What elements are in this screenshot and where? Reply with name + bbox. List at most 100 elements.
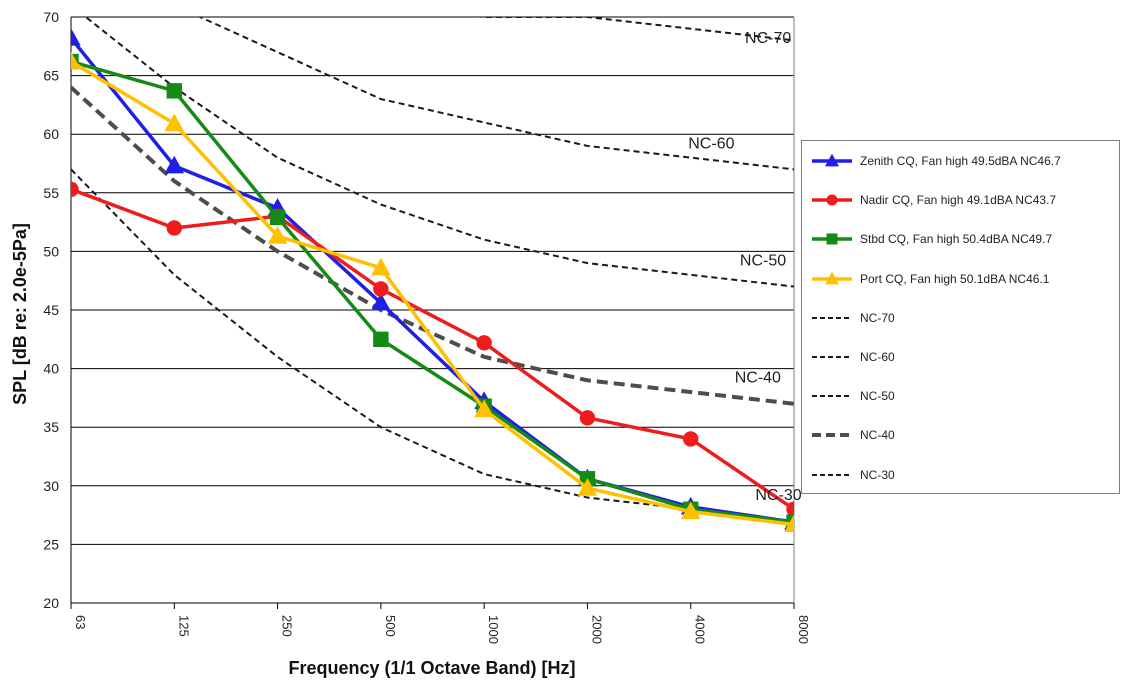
data-point [373,281,389,297]
legend-item: NC-50 [810,386,895,406]
data-point [826,194,838,206]
x-tick-label: 1000 [486,615,501,644]
x-axis-label: Frequency (1/1 Octave Band) [Hz] [288,658,575,678]
data-point [71,51,81,70]
series-nc-60 [197,17,794,171]
data-point [577,478,598,496]
nc-curve-label: NC-60 [688,135,734,152]
legend-item: Nadir CQ, Fan high 49.1dBA NC43.7 [810,190,1056,210]
annotations: NC-70 NC-60 NC-50 NC-40 NC-30 [688,30,801,504]
legend-swatch [812,395,852,398]
legend-label: Stbd CQ, Fan high 50.4dBA NC49.7 [860,232,1053,247]
data-point [373,331,389,347]
legend-swatch [812,271,852,284]
y-tick-label: 25 [43,536,59,552]
series-stbd-cq-fan-high-50-4dba-nc49-7 [71,53,794,530]
series-line [71,59,794,524]
data-point [680,501,701,520]
legend-item: NC-70 [810,308,895,328]
x-tick-label: 2000 [589,615,604,644]
y-tick-label: 65 [43,68,59,84]
legend-item: NC-60 [810,347,895,367]
legend-label: NC-30 [860,467,895,482]
series-nc-40 [71,85,794,406]
y-tick-label: 70 [43,9,59,25]
data-point [825,153,839,167]
y-tick-label: 50 [43,243,59,259]
data-point [164,155,185,174]
legend: Zenith CQ, Fan high 49.5dBA NC46.7 Nadir … [801,140,1120,494]
legend-label: Zenith CQ, Fan high 49.5dBA NC46.7 [860,154,1061,168]
legend-label: NC-40 [860,428,895,443]
legend-swatch [812,153,852,167]
y-tick-label: 35 [43,419,59,435]
series-line [84,17,794,288]
nc-curve-label: NC-30 [755,487,801,504]
data-point [164,113,185,132]
x-tick-label: 8000 [796,615,811,644]
legend-item: Zenith CQ, Fan high 49.5dBA NC46.7 [810,151,1061,171]
data-point [786,501,794,517]
legend-swatch [812,356,852,358]
data-point [166,220,182,236]
series-nc-50 [84,17,794,288]
data-point [474,399,494,418]
legend-item: Stbd CQ, Fan high 50.4dBA NC49.7 [810,229,1052,249]
x-tick-label: 500 [383,615,398,637]
series-line [71,36,794,524]
y-tick-label: 60 [43,126,59,142]
series-zenith-cq-fan-high-49-5dba-nc46-7 [71,28,794,530]
legend-item: Port CQ, Fan high 50.1dBA NC46.1 [810,269,1049,289]
data-point [269,209,286,226]
x-tick-label: 125 [176,615,191,637]
legend-label: NC-70 [860,310,895,325]
legend-item: NC-30 [810,465,895,485]
data-point [71,181,79,197]
grid-lines [71,16,794,604]
nc-curve-label: NC-50 [740,252,786,269]
legend-label: Nadir CQ, Fan high 49.1dBA NC43.7 [860,193,1057,208]
series-group [71,17,794,533]
data-point [267,226,288,244]
data-point [371,292,391,311]
y-tick-label: 55 [43,185,59,201]
series-line [197,17,794,171]
x-tick-label: 250 [280,615,295,637]
nc-curve-label: NC-40 [735,370,781,387]
data-point [825,271,839,284]
series-line [475,17,794,42]
data-point [579,410,596,426]
y-tick-label: 40 [43,361,59,377]
legend-swatch [812,194,852,206]
y-tick-label: 20 [43,595,59,611]
y-tick-label: 30 [43,478,59,494]
x-tick-label: 63 [73,615,88,629]
series-port-cq-fan-high-50-1dba-nc46-1 [71,51,794,533]
data-point [166,83,182,99]
x-tick-label: 4000 [693,615,708,644]
series-line [71,85,794,406]
data-point [683,431,699,447]
legend-item: NC-40 [810,425,895,445]
legend-swatch [812,473,852,476]
y-tick-label: 45 [43,302,59,318]
legend-label: Port CQ, Fan high 50.1dBA NC46.1 [860,271,1050,286]
legend-label: NC-60 [860,350,895,364]
data-point [371,257,391,276]
legend-label: NC-50 [860,389,895,404]
data-point [784,514,794,533]
series-nadir-cq-fan-high-49-1dba-nc43-7 [71,181,794,517]
data-point [71,28,81,46]
data-point [476,335,492,351]
axes: 20 25 30 35 40 45 50 55 60 65 70 63 125 250 500 1000 200… [43,9,811,644]
legend-swatch [812,233,852,245]
series-line [71,187,794,511]
series-line [71,60,794,527]
y-axis-label: SPL [dB re: 2.0e-5Pa] [10,223,30,405]
legend-swatch [812,433,852,438]
legend-swatch [812,316,852,319]
data-point [826,233,838,245]
series-nc-70 [475,17,794,42]
nc-curve-label: NC-70 [745,30,791,47]
